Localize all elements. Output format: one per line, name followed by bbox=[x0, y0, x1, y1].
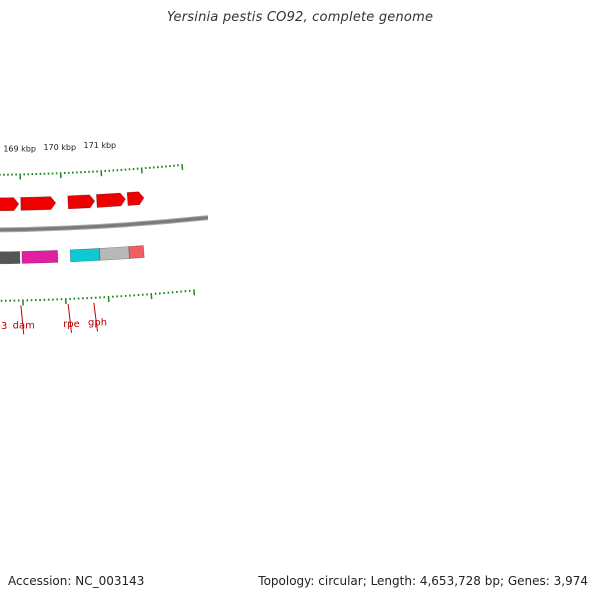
feature-gene-arrow bbox=[0, 197, 20, 212]
feature-gene-arrow bbox=[126, 191, 145, 206]
feature-outer bbox=[21, 250, 59, 264]
gene-label-ypo0153: YPO0153 bbox=[0, 321, 7, 332]
feature-gene-arrow bbox=[67, 194, 96, 210]
gene-label-rpe: rpe bbox=[63, 319, 80, 330]
gene-leader-line bbox=[93, 302, 99, 332]
topology-label: Topology: bbox=[258, 574, 315, 588]
feature-outer bbox=[128, 245, 145, 259]
backbone-group bbox=[0, 215, 209, 233]
accession-info: Accession: NC_003143 bbox=[8, 574, 144, 588]
kbp-scale-label: 169 kbp bbox=[3, 144, 36, 153]
genes-value: 3,974 bbox=[553, 574, 588, 588]
accession-value: NC_003143 bbox=[75, 574, 145, 588]
label-group: 162 kbp163 kbp164 kbp165 kbp166 kbp167 k… bbox=[0, 141, 117, 335]
length-label: Length: bbox=[370, 574, 417, 588]
gene-label-gph: gph bbox=[88, 318, 107, 329]
feature-outer bbox=[69, 248, 101, 263]
gene-label-dam: dam bbox=[13, 320, 35, 331]
feature-gene-arrow bbox=[20, 196, 57, 211]
kbp-scale-label: 170 kbp bbox=[43, 143, 76, 152]
feature-outer bbox=[0, 251, 21, 265]
inner-tick bbox=[181, 163, 184, 171]
outer-tick bbox=[193, 289, 196, 296]
map-title: Yersinia pestis CO92, complete genome bbox=[166, 10, 434, 25]
kbp-scale-label: 171 kbp bbox=[84, 141, 117, 150]
tick-group bbox=[0, 163, 196, 306]
topology-value: circular bbox=[318, 574, 363, 588]
genes-label: Genes: bbox=[507, 574, 550, 588]
backbone-line bbox=[0, 216, 209, 232]
gene-leader-line bbox=[20, 305, 25, 335]
gene-leader-line bbox=[67, 303, 72, 333]
genome-info: Topology: circular; Length: 4,653,728 bp… bbox=[258, 574, 588, 588]
length-value: 4,653,728 bp bbox=[419, 574, 500, 588]
accession-label: Accession: bbox=[8, 574, 72, 588]
feature-group bbox=[0, 191, 145, 265]
feature-outer bbox=[99, 246, 130, 261]
feature-gene-arrow bbox=[96, 192, 126, 208]
